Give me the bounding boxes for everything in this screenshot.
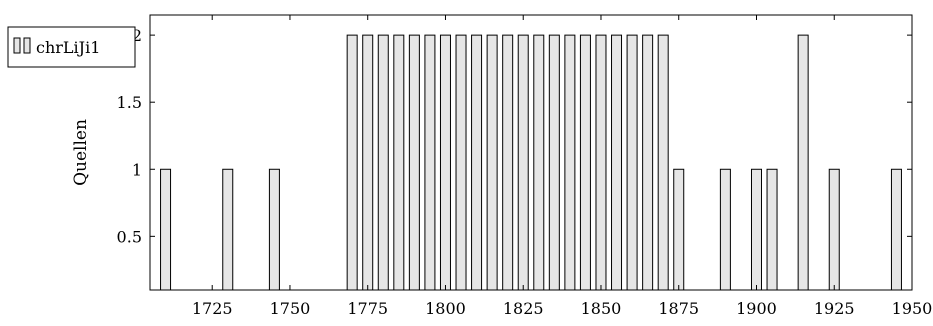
legend-label: chrLiJi1 (36, 38, 100, 57)
bar (533, 34, 545, 291)
bar (548, 34, 560, 291)
x-axis: 1725 1750 1775 1800 1825 1850 1875 1900 1925 1950 (192, 15, 933, 318)
bar (626, 34, 638, 291)
bar (222, 168, 234, 291)
bar (595, 34, 607, 291)
x-tick-label: 1750 (270, 299, 311, 318)
bar (424, 34, 436, 291)
bar (642, 34, 654, 291)
bar (471, 34, 483, 291)
x-tick-label: 1925 (814, 299, 855, 318)
legend-swatch (13, 37, 21, 54)
bar (393, 34, 405, 291)
bar (486, 34, 498, 291)
bar (517, 34, 529, 291)
bar (377, 34, 389, 291)
x-tick-label: 1775 (347, 299, 388, 318)
x-tick-label: 1725 (192, 299, 233, 318)
y-tick-label: 1.5 (117, 93, 142, 112)
y-tick-label: 2 (132, 26, 142, 45)
bar (673, 168, 685, 291)
y-axis: 0.5 1 1.5 2 (117, 26, 912, 246)
bar (439, 34, 451, 291)
x-tick-label: 1800 (425, 299, 466, 318)
bars-group (160, 34, 902, 291)
x-tick-label: 1825 (503, 299, 544, 318)
bar (408, 34, 420, 291)
bar (160, 168, 172, 291)
bar (828, 168, 840, 291)
x-tick-label: 1875 (658, 299, 699, 318)
bar (564, 34, 576, 291)
x-tick-label: 1950 (892, 299, 933, 318)
x-tick-label: 1850 (581, 299, 622, 318)
bar (657, 34, 669, 291)
bar (502, 34, 514, 291)
bar (362, 34, 374, 291)
bar (766, 168, 778, 291)
bar (268, 168, 280, 291)
plot-frame (149, 14, 913, 291)
bar (611, 34, 623, 291)
bar (719, 168, 731, 291)
bar (346, 34, 358, 291)
y-tick-label: 0.5 (117, 227, 142, 246)
legend-swatch (23, 37, 31, 54)
bar (797, 34, 809, 291)
bar (750, 168, 762, 291)
legend: chrLiJi1 (7, 26, 136, 68)
bar (455, 34, 467, 291)
bar (579, 34, 591, 291)
y-axis-label: Quellen (71, 119, 91, 186)
y-tick-label: 1 (132, 160, 142, 179)
bar (890, 168, 902, 291)
x-tick-label: 1900 (736, 299, 777, 318)
